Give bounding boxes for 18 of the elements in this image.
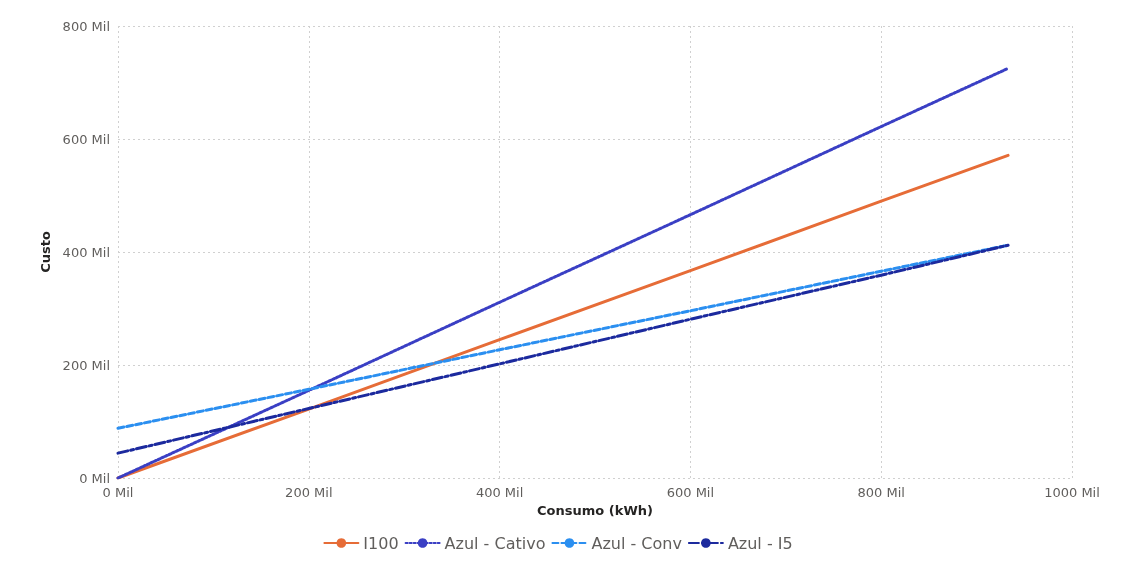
y-tick-label: 0 Mil — [79, 470, 110, 486]
x-tick-label: 200 Mil — [285, 485, 333, 500]
x-axis-title: Consumo (kWh) — [537, 503, 653, 518]
legend-label: Azul - Conv — [591, 533, 682, 553]
y-tick-label: 800 Mil — [62, 18, 110, 34]
legend-label: Azul - I5 — [727, 533, 793, 553]
legend-label: I100 — [363, 533, 399, 553]
x-tick-label: 0 Mil — [102, 485, 134, 500]
x-tick-label: 800 Mil — [857, 485, 905, 500]
y-axis-title: Custo — [37, 231, 53, 273]
legend-label: Azul - Cativo — [444, 533, 546, 553]
x-tick-label: 1000 Mil — [1044, 485, 1100, 500]
x-tick-label: 400 Mil — [475, 485, 524, 500]
y-tick-label: 400 Mil — [62, 244, 110, 260]
y-tick-label: 200 Mil — [62, 357, 110, 373]
x-tick-label: 600 Mil — [666, 485, 715, 500]
y-tick-label: 600 Mil — [62, 131, 110, 147]
line-series — [116, 66, 1010, 480]
